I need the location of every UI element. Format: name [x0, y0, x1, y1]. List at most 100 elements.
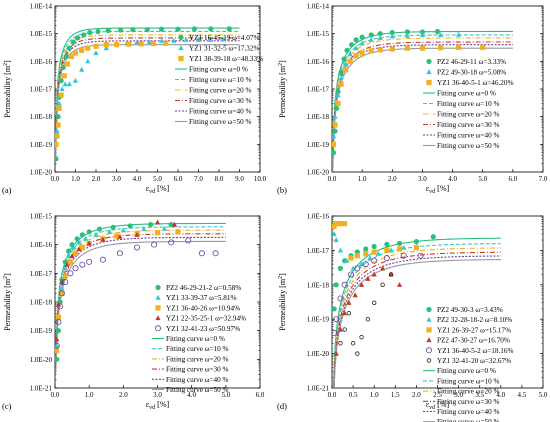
data-point	[333, 221, 339, 227]
data-point	[66, 253, 72, 259]
data-point	[66, 45, 72, 51]
data-point	[113, 42, 120, 48]
data-point	[55, 128, 60, 134]
legend-label: Fitting curve ω=50 %	[437, 142, 499, 150]
data-point	[348, 255, 354, 261]
data-point	[332, 329, 338, 336]
data-point	[66, 81, 72, 87]
data-point	[117, 233, 123, 239]
legend-label: YZ1 22-35-25-1 ω=32.94%	[166, 315, 246, 323]
fitting-curve	[55, 240, 226, 373]
legend-marker	[155, 315, 161, 321]
data-point	[332, 231, 337, 237]
x-tick-label: 6.0	[256, 391, 265, 399]
data-point	[335, 100, 341, 107]
fitting-curve	[55, 40, 240, 158]
data-point	[93, 231, 99, 237]
data-point	[56, 105, 62, 111]
data-point	[60, 64, 66, 71]
data-point	[342, 310, 348, 316]
data-point	[404, 45, 410, 51]
data-point	[371, 257, 378, 264]
y-tick-label: 1.0E-20	[30, 169, 53, 177]
y-axis-label: Permeability [m2]	[3, 60, 12, 118]
data-point	[148, 222, 154, 228]
y-tick-label: 1.0E-17	[307, 247, 330, 255]
x-axis-label: εvd [%]	[426, 400, 450, 411]
data-point	[55, 122, 61, 128]
legend-label: Fitting curve ω=10 %	[437, 100, 499, 108]
x-tick-label: 5.0	[539, 391, 548, 399]
data-point	[171, 37, 177, 43]
x-axis-label: εvd [%]	[146, 400, 170, 411]
data-point	[384, 241, 390, 247]
data-point	[384, 247, 390, 253]
legend-marker	[426, 327, 432, 333]
legend-label: Fitting curve ω=30 %	[437, 121, 499, 129]
x-tick-label: 3.0	[112, 175, 121, 183]
data-point	[456, 44, 462, 50]
data-point	[70, 39, 77, 45]
x-tick-label: 6.0	[174, 175, 183, 183]
data-point	[419, 29, 426, 35]
y-tick-label: 1.0E-18	[307, 113, 330, 121]
data-point	[61, 73, 67, 79]
data-point	[333, 282, 339, 288]
data-point	[480, 44, 486, 50]
data-point	[332, 113, 338, 119]
data-point	[368, 48, 374, 54]
legend-label: Fitting curve ω=20 %	[166, 355, 228, 363]
data-point	[71, 244, 77, 250]
data-point	[154, 230, 161, 236]
data-point	[332, 306, 337, 312]
legend-label: YZ1 31-32-5 ω=17.32%	[189, 45, 259, 53]
data-point	[371, 249, 377, 255]
data-point	[342, 61, 349, 67]
data-point	[332, 133, 337, 139]
legend-marker	[178, 34, 184, 41]
data-point	[55, 133, 60, 139]
data-point	[344, 47, 350, 53]
data-point	[138, 41, 144, 47]
data-point	[388, 272, 394, 277]
fitting-curve	[55, 226, 226, 359]
legend-label: Fitting curve ω=0 %	[166, 335, 225, 343]
x-tick-label: 1.0	[358, 175, 367, 183]
legend-label: PZ2 49-30-3 ω=3.43%	[437, 306, 503, 314]
x-tick-label: 2.0	[119, 391, 128, 399]
x-tick-label: 5.0	[221, 391, 230, 399]
data-point	[363, 246, 369, 252]
x-tick-label: 1.5	[391, 391, 400, 399]
data-point	[159, 26, 165, 32]
data-point	[67, 270, 74, 277]
data-point	[333, 237, 339, 243]
legend-label: Fitting curve ω=30 %	[166, 366, 228, 374]
data-point	[371, 300, 377, 305]
data-point	[59, 290, 65, 296]
data-point	[59, 86, 65, 92]
data-point	[388, 247, 394, 253]
y-tick-label: 1.0E-16	[30, 241, 53, 249]
data-point	[105, 27, 111, 34]
data-point	[335, 92, 341, 98]
data-point	[175, 26, 181, 32]
data-point	[338, 69, 344, 75]
fitting-curve	[55, 34, 240, 152]
data-point	[83, 235, 89, 241]
fitting-curve	[333, 251, 501, 388]
data-point	[417, 252, 424, 259]
y-tick-label: 1.0E-14	[30, 3, 53, 11]
data-point	[368, 32, 374, 38]
data-point	[64, 261, 70, 267]
legend-label: YZ1 16-45-19 ω=4.07%	[189, 34, 259, 42]
data-point	[134, 39, 140, 45]
data-point	[354, 265, 361, 272]
data-point	[430, 234, 436, 240]
panel-3: 1.0E-21 1.0E-20 1.0E-19 1.0E-18 1.0E-17 1.0E-…	[2, 213, 265, 412]
y-tick-label: 1.0E-15	[30, 213, 53, 221]
x-tick-label: 0.0	[51, 175, 60, 183]
data-point	[350, 265, 356, 271]
x-tick-label: 8.0	[215, 175, 224, 183]
legend-label: Fitting curve ω=50 %	[189, 118, 251, 126]
data-point	[58, 290, 65, 297]
